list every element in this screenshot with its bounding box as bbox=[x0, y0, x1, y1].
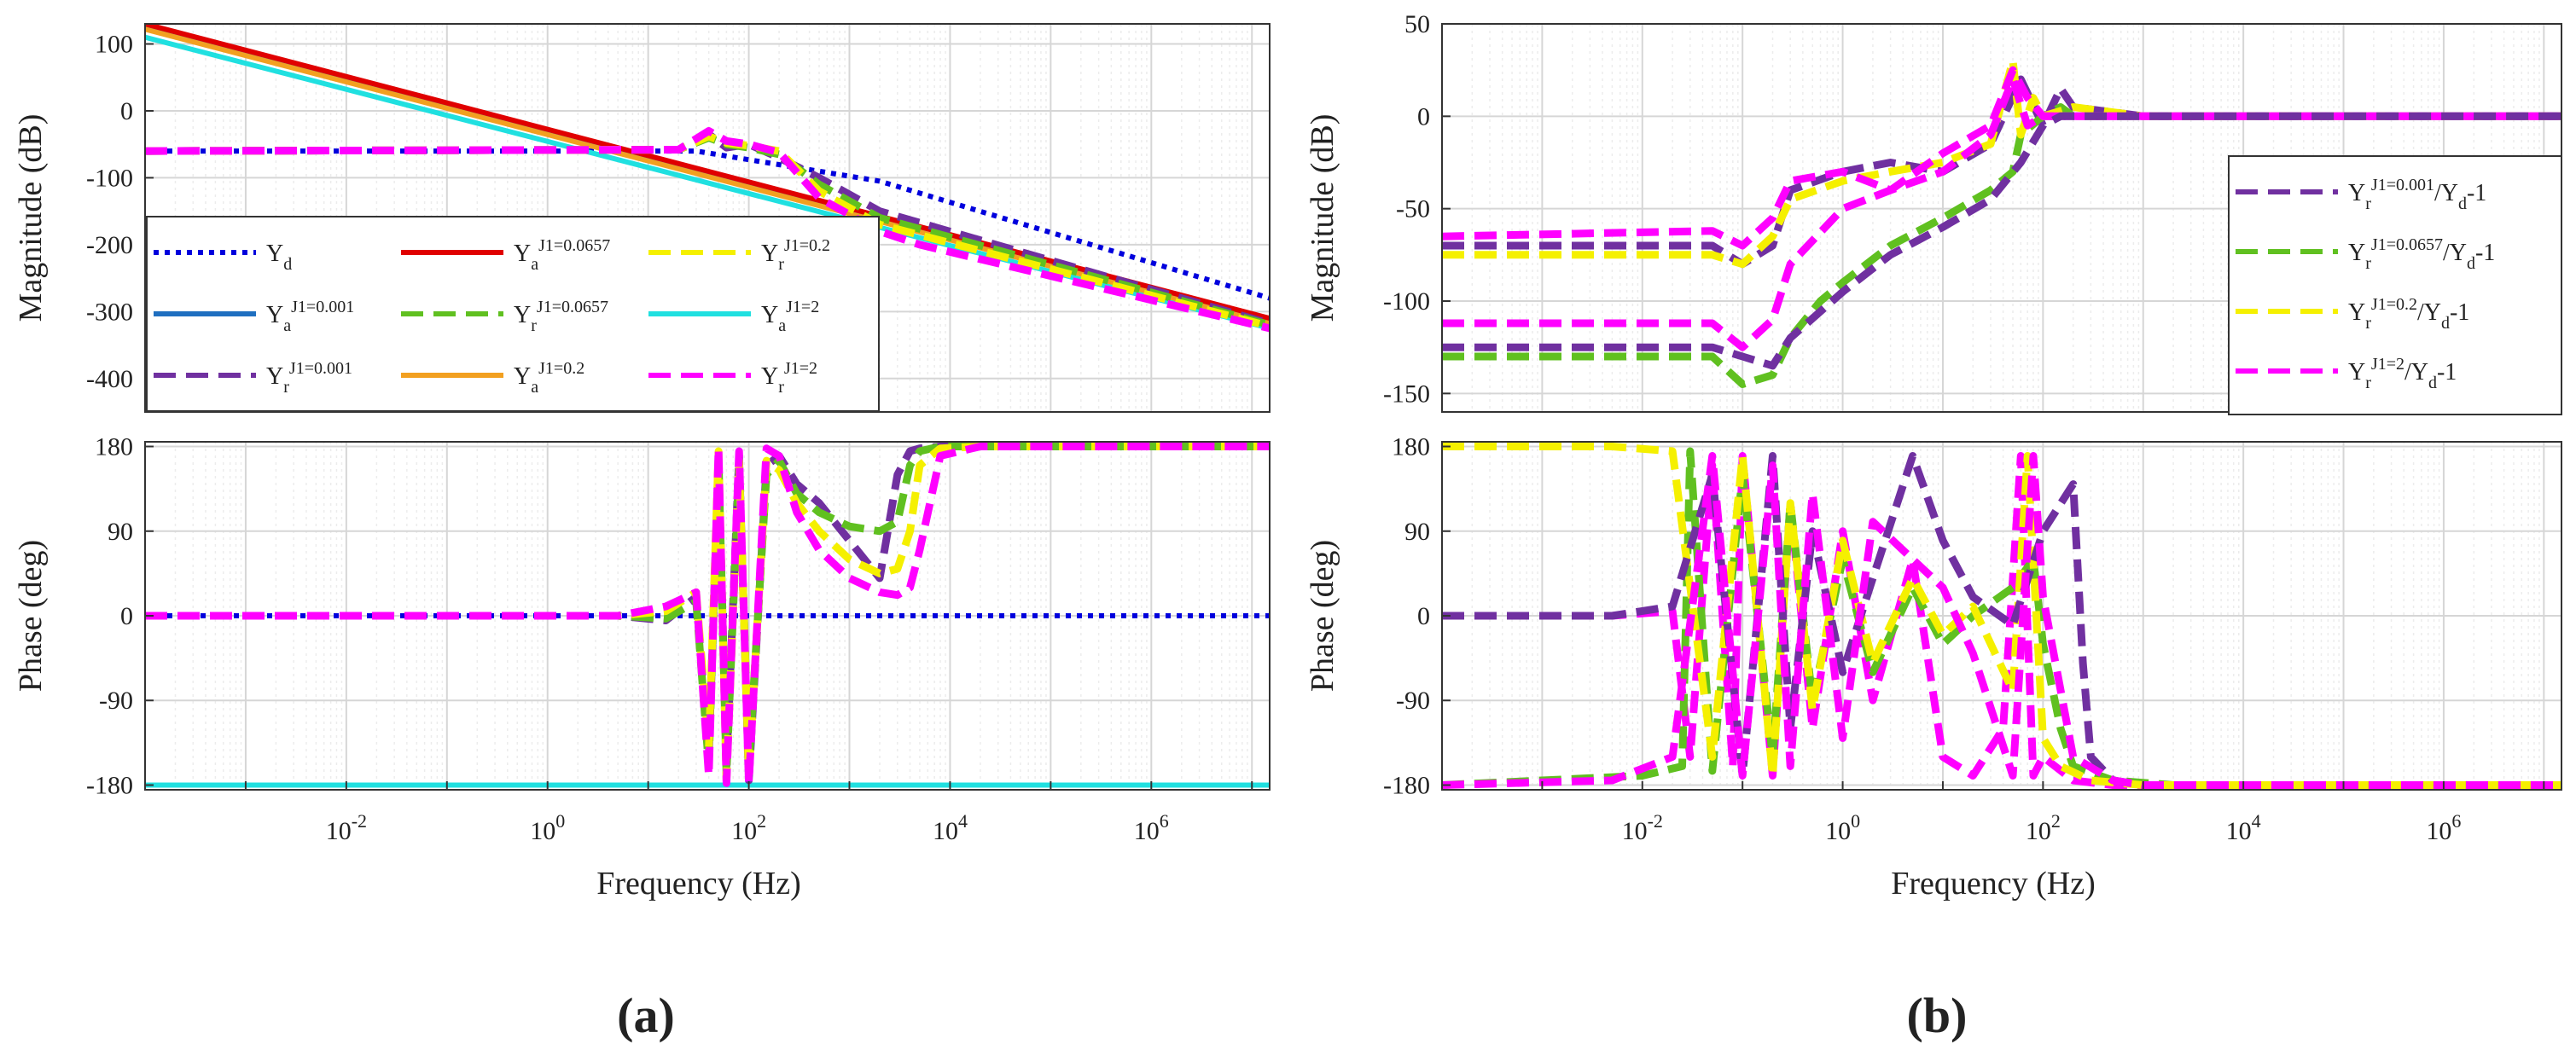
x-tick-label: 106 bbox=[2426, 810, 2461, 845]
legend-box bbox=[2228, 155, 2562, 415]
legend-b: YrJ1=0.001/Yd-1 YrJ1=0.0657/Yd-1 YrJ1=0.2/… bbox=[2228, 155, 2562, 415]
y-tick-label: 90 bbox=[1404, 518, 1430, 546]
x-tick-label: 104 bbox=[933, 810, 968, 845]
legend-item-ya0657-text: YaJ1=0.0657 bbox=[514, 236, 610, 274]
y-tick-label: 90 bbox=[108, 518, 133, 546]
y-tick-label: -180 bbox=[86, 771, 133, 799]
legend-item-yd-text: Yd bbox=[266, 241, 292, 274]
x-tick-label: 100 bbox=[530, 810, 565, 845]
series-p3 bbox=[1442, 443, 2561, 789]
series-ya0657 bbox=[145, 24, 1270, 322]
legend-item-yr0001-text: YrJ1=0.001 bbox=[266, 359, 352, 397]
series-yr0657 bbox=[145, 133, 1270, 329]
legend-item-yr02-text: YrJ1=0.2 bbox=[761, 236, 830, 274]
x-tick-label: 10-2 bbox=[1622, 810, 1663, 845]
legend-item-r02-text: YrJ1=0.2/Yd-1 bbox=[2348, 295, 2469, 333]
y-axis-label: Phase (deg) bbox=[1305, 540, 1340, 692]
chart-b-phase: 180 90 0 -90 -180 Phase (deg) 10-2 100 102 104 106… bbox=[1305, 433, 2562, 902]
y-tick-label: -90 bbox=[99, 687, 133, 715]
series-r0657 bbox=[1442, 103, 2561, 388]
y-tick-label: 50 bbox=[1404, 10, 1430, 38]
y-axis-label: Magnitude (dB) bbox=[13, 114, 49, 322]
y-tick-label: -200 bbox=[86, 231, 133, 259]
chart-a-mag: 100 0 -100 -200 -300 -400 Magnitude (dB) Yd YaJ1… bbox=[13, 23, 1271, 413]
y-tick-label: -300 bbox=[86, 298, 133, 326]
chart-a-phase: 180 90 0 -90 -180 Phase (deg) 10-2 100 102 104 106… bbox=[13, 433, 1271, 902]
series-p2 bbox=[1442, 447, 2561, 789]
series-r2b bbox=[1442, 66, 2561, 250]
panel-label-a: (a) bbox=[617, 988, 675, 1043]
y-tick-label: -400 bbox=[86, 365, 133, 393]
y-tick-label: 0 bbox=[1417, 102, 1430, 130]
legend-item-r2-text: YrJ1=2/Yd-1 bbox=[2348, 355, 2457, 392]
x-axis-label: Frequency (Hz) bbox=[596, 866, 801, 902]
legend-item-r0001-text: YrJ1=0.001/Yd-1 bbox=[2348, 176, 2486, 213]
x-tick-label: 102 bbox=[2026, 810, 2061, 845]
legend-item-yr0657-text: YrJ1=0.0657 bbox=[514, 298, 608, 335]
x-axis-label: Frequency (Hz) bbox=[1891, 866, 2096, 902]
y-tick-label: -50 bbox=[1396, 195, 1430, 223]
series-p1 bbox=[1442, 452, 2561, 789]
x-tick-label: 100 bbox=[1825, 810, 1860, 845]
legend-item-yr2-text: YrJ1=2 bbox=[761, 359, 817, 397]
legend-item-ya02-text: YaJ1=0.2 bbox=[514, 359, 584, 397]
legend-box bbox=[146, 216, 880, 412]
series-p5 bbox=[1442, 452, 2561, 789]
y-tick-label: 180 bbox=[1392, 433, 1430, 461]
chart-b-mag: 50 0 -50 -100 -150 Magnitude (dB) YrJ1=0.001/Y… bbox=[1305, 10, 2562, 415]
x-tick-label: 10-2 bbox=[326, 810, 367, 845]
x-tick-label: 106 bbox=[1134, 810, 1169, 845]
x-tick-label: 102 bbox=[731, 810, 766, 845]
series-r2c bbox=[1442, 112, 2561, 370]
x-tick-label: 104 bbox=[2226, 810, 2261, 845]
panel-label-b: (b) bbox=[1907, 988, 1968, 1043]
legend-item-ya2-text: YaJ1=2 bbox=[761, 298, 819, 335]
y-tick-label: -100 bbox=[1383, 287, 1430, 316]
y-tick-label: 0 bbox=[120, 602, 133, 630]
series-yr2 bbox=[145, 127, 1270, 333]
y-tick-label: -180 bbox=[1383, 771, 1430, 799]
y-tick-label: -100 bbox=[86, 164, 133, 192]
y-tick-label: 180 bbox=[95, 433, 133, 461]
legend-item-r0657-text: YrJ1=0.0657/Yd-1 bbox=[2348, 235, 2495, 273]
series-yr2 bbox=[145, 443, 1270, 787]
y-axis-label: Magnitude (dB) bbox=[1305, 114, 1340, 322]
legend-a: Yd YaJ1=0.0657 YrJ1=0.2 YaJ1=0.001 YrJ1=0.06… bbox=[146, 216, 880, 412]
y-tick-label: -90 bbox=[1396, 687, 1430, 715]
y-tick-label: 100 bbox=[95, 31, 133, 59]
y-axis-label: Phase (deg) bbox=[13, 540, 49, 692]
y-tick-label: -150 bbox=[1383, 380, 1430, 408]
y-tick-label: 0 bbox=[1417, 602, 1430, 630]
series-yr02 bbox=[145, 443, 1270, 785]
y-tick-label: 0 bbox=[120, 97, 133, 125]
legend-item-ya0001-text: YaJ1=0.001 bbox=[266, 298, 354, 335]
